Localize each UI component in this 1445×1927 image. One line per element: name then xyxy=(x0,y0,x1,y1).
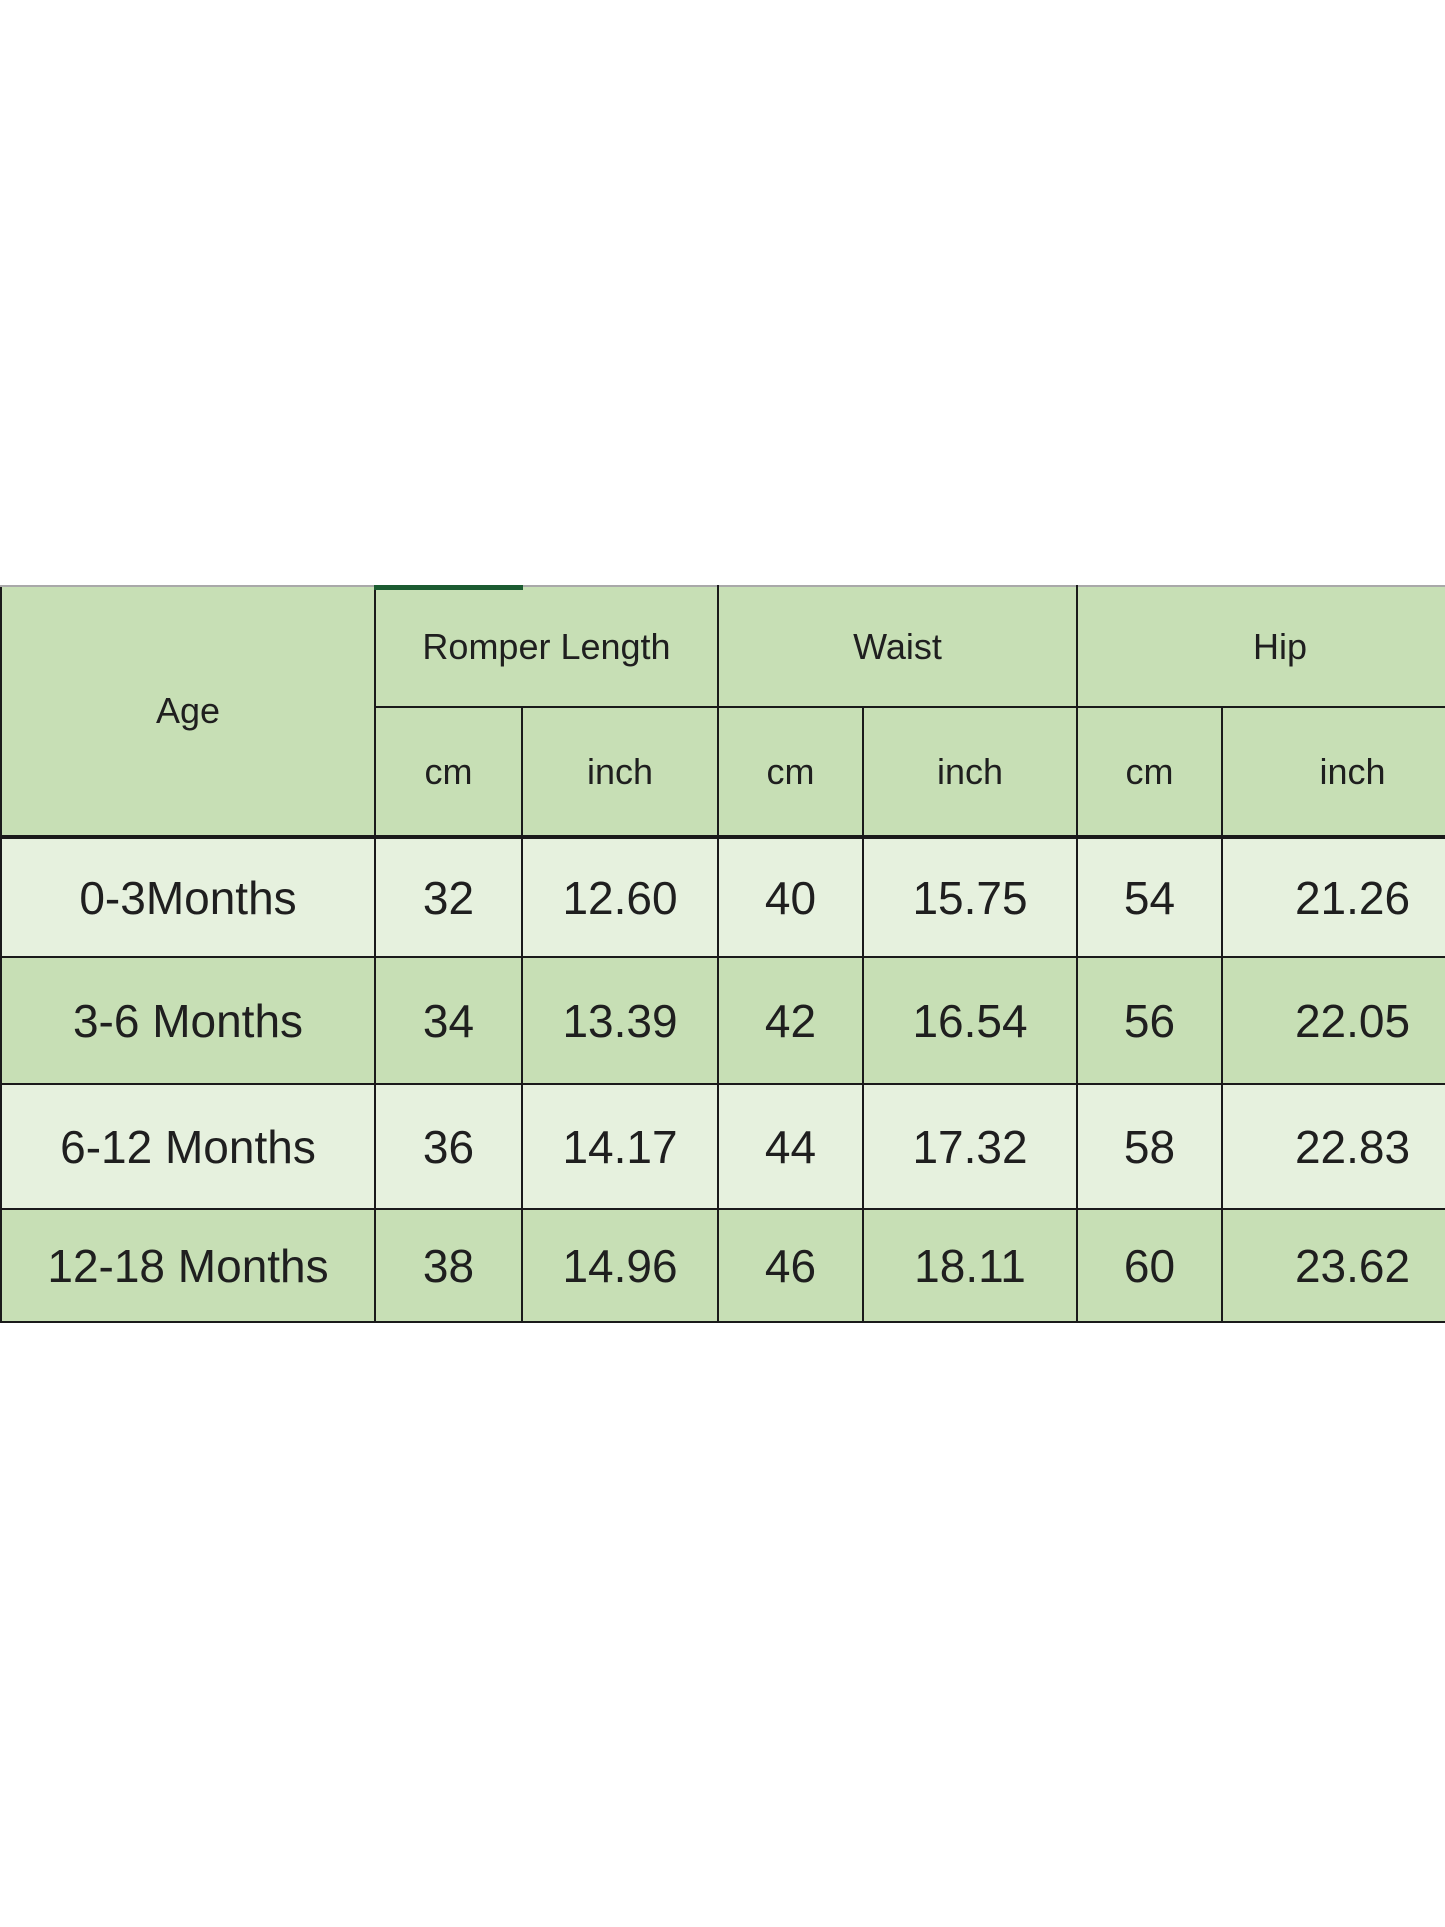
value-cell-waist-inch: 16.54 xyxy=(861,956,1079,1085)
value-cell-waist-inch: 17.32 xyxy=(861,1083,1079,1210)
value-cell-romper-inch: 14.96 xyxy=(521,1208,719,1323)
value-cell-romper-inch: 12.60 xyxy=(521,836,719,958)
value-cell-waist-cm: 44 xyxy=(717,1083,864,1210)
value-cell-waist-inch: 18.11 xyxy=(861,1208,1079,1323)
value-cell-romper-cm: 38 xyxy=(374,1208,523,1323)
age-cell: 12-18 Months xyxy=(0,1208,376,1323)
table-row: 3-6 Months 34 13.39 42 16.54 56 22.05 xyxy=(0,956,1445,1085)
value-cell-hip-cm: 60 xyxy=(1076,1208,1224,1323)
top-border-accent-segment xyxy=(374,585,523,590)
value-cell-hip-cm: 56 xyxy=(1076,956,1224,1085)
value-cell-romper-cm: 32 xyxy=(374,836,523,958)
size-chart-table: Age Romper Length Waist Hip cm inch cm i… xyxy=(0,585,1445,1337)
value-cell-hip-inch: 22.05 xyxy=(1221,956,1445,1085)
table-row: 12-18 Months 38 14.96 46 18.11 60 23.62 xyxy=(0,1208,1445,1323)
unit-header-waist-cm: cm xyxy=(717,706,864,839)
value-cell-hip-inch: 23.62 xyxy=(1221,1208,1445,1323)
value-cell-romper-inch: 14.17 xyxy=(521,1083,719,1210)
unit-header-romper-cm: cm xyxy=(374,706,523,839)
value-cell-waist-cm: 46 xyxy=(717,1208,864,1323)
column-header-age: Age xyxy=(0,585,376,839)
value-cell-romper-cm: 36 xyxy=(374,1083,523,1210)
value-cell-hip-inch: 21.26 xyxy=(1221,836,1445,958)
unit-header-romper-inch: inch xyxy=(521,706,719,839)
value-cell-romper-inch: 13.39 xyxy=(521,956,719,1085)
group-header-row: Age Romper Length Waist Hip xyxy=(0,585,1445,839)
value-cell-waist-cm: 42 xyxy=(717,956,864,1085)
column-group-hip: Hip xyxy=(1076,585,1445,708)
value-cell-hip-cm: 54 xyxy=(1076,836,1224,958)
value-cell-waist-inch: 15.75 xyxy=(861,836,1079,958)
unit-header-hip-inch: inch xyxy=(1221,706,1445,839)
age-cell: 3-6 Months xyxy=(0,956,376,1085)
unit-header-waist-inch: inch xyxy=(861,706,1079,839)
value-cell-hip-cm: 58 xyxy=(1076,1083,1224,1210)
age-cell: 6-12 Months xyxy=(0,1083,376,1210)
column-group-waist: Waist xyxy=(716,585,1079,708)
value-cell-waist-cm: 40 xyxy=(717,836,864,958)
table-row: 6-12 Months 36 14.17 44 17.32 58 22.83 xyxy=(0,1083,1445,1210)
value-cell-romper-cm: 34 xyxy=(374,956,523,1085)
unit-header-hip-cm: cm xyxy=(1076,706,1224,839)
size-chart-grid: Age Romper Length Waist Hip cm inch cm i… xyxy=(0,585,1445,1323)
table-row: 0-3Months 32 12.60 40 15.75 54 21.26 xyxy=(0,836,1445,958)
unit-header-row: cm inch cm inch cm inch xyxy=(1,706,1445,839)
column-group-romper-length: Romper Length xyxy=(374,585,719,708)
value-cell-hip-inch: 22.83 xyxy=(1221,1083,1445,1210)
age-cell: 0-3Months xyxy=(0,836,376,958)
